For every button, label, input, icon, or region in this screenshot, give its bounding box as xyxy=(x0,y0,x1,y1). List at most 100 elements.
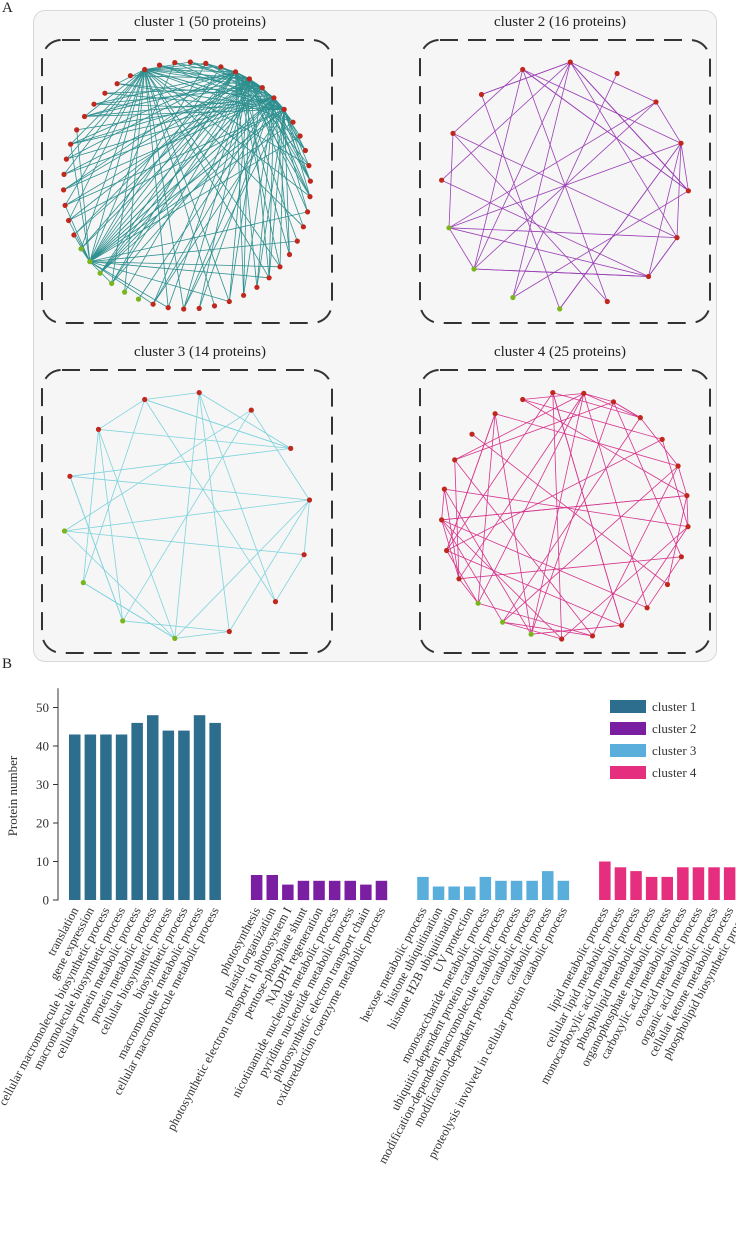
cluster-2-edge xyxy=(655,101,682,144)
cluster-2-edge xyxy=(512,62,571,298)
bar xyxy=(328,880,341,901)
cluster-1-node xyxy=(102,90,108,96)
bar xyxy=(375,880,388,901)
cluster-4-edge xyxy=(446,550,622,626)
cluster-1-edge xyxy=(89,66,222,262)
cluster-1-edge xyxy=(70,69,145,145)
cluster-1-frame xyxy=(41,39,333,324)
cluster-1-node xyxy=(135,296,142,302)
cluster-1-node xyxy=(203,60,209,66)
cluster-2-node xyxy=(614,70,620,77)
cluster-2-node xyxy=(471,266,477,272)
bar xyxy=(542,871,554,900)
cluster-1-edge xyxy=(144,66,221,70)
cluster-1-edge xyxy=(64,205,91,262)
cluster-2-edge xyxy=(452,69,523,134)
cluster-2-edge xyxy=(481,61,571,95)
cluster-1-node xyxy=(294,238,300,244)
cluster-1-node xyxy=(232,69,239,75)
cluster-1-edge xyxy=(93,87,263,105)
bar xyxy=(630,871,642,900)
cluster-1-node xyxy=(61,187,67,193)
bar xyxy=(645,876,658,900)
cluster-2-node xyxy=(645,273,652,280)
cluster-1-edge xyxy=(198,97,275,309)
cluster-1-edge xyxy=(167,78,250,308)
cluster-1-edge xyxy=(249,78,270,278)
cluster-3-network xyxy=(41,369,333,654)
cluster-1-node xyxy=(187,59,193,65)
cluster-1-edge xyxy=(144,61,191,70)
bar xyxy=(178,730,190,900)
cluster-2-node xyxy=(604,298,610,305)
cluster-3-node xyxy=(120,618,126,624)
cluster-4-edge xyxy=(441,519,648,609)
cluster-2-network xyxy=(419,39,711,324)
cluster-1-edge xyxy=(283,109,310,166)
cluster-1-node xyxy=(307,178,313,184)
cluster-1-node xyxy=(241,292,247,298)
cluster-2-node xyxy=(510,294,516,301)
panel-a-label: A xyxy=(2,0,13,16)
cluster-1-edge xyxy=(174,62,285,110)
cluster-1-network xyxy=(41,39,333,324)
cluster-2-edge xyxy=(448,227,678,238)
cluster-1-edge xyxy=(89,78,250,262)
cluster-1-edge xyxy=(152,97,275,305)
cluster-1-node xyxy=(78,246,84,252)
cluster-1-node xyxy=(114,81,120,87)
cluster-1-network-title: cluster 1 (50 proteins) xyxy=(133,14,267,30)
cluster-1-edge xyxy=(89,87,263,262)
cluster-4-edge xyxy=(494,413,679,467)
cluster-4-node xyxy=(528,631,534,637)
cluster-1-edge xyxy=(159,64,285,110)
cluster-1-edge xyxy=(89,62,176,262)
cluster-3-node xyxy=(95,426,102,432)
y-tick-label: 30 xyxy=(36,777,49,792)
cluster-1-edge xyxy=(144,69,285,110)
cluster-2-node xyxy=(439,177,445,183)
cluster-1-edge xyxy=(89,135,301,262)
legend-swatch xyxy=(610,700,646,713)
cluster-4-edge xyxy=(667,495,688,585)
y-tick-label: 0 xyxy=(43,893,50,908)
legend-swatch xyxy=(610,722,646,735)
bar xyxy=(510,880,523,901)
cluster-4-edge xyxy=(441,519,562,640)
network-diagrams xyxy=(41,39,711,654)
cluster-1-edge xyxy=(183,97,275,310)
legend-swatch xyxy=(610,744,646,757)
cluster-2-edge xyxy=(676,143,682,238)
cluster-1-edge xyxy=(63,78,250,191)
bar xyxy=(708,867,720,900)
cluster-3-node xyxy=(248,407,254,413)
cluster-2-edge xyxy=(648,143,682,277)
bar xyxy=(464,886,476,900)
cluster-4-edge xyxy=(639,417,679,467)
cluster-1-node xyxy=(246,76,252,82)
cluster-2-edge xyxy=(473,268,649,277)
bar xyxy=(526,880,538,901)
cluster-1-edge xyxy=(268,109,285,278)
cluster-4-node xyxy=(456,576,462,582)
cluster-1-edge xyxy=(70,87,263,145)
cluster-1-node xyxy=(62,202,68,208)
cluster-1-node xyxy=(196,305,202,311)
cluster-1-node xyxy=(74,127,80,133)
cluster-4-node xyxy=(492,411,498,417)
cluster-1-edge xyxy=(117,83,274,99)
cluster-1-node xyxy=(211,303,218,309)
cluster-2-node xyxy=(674,235,680,241)
cluster-4-edge xyxy=(502,621,593,637)
cluster-3-node xyxy=(196,390,202,396)
cluster-1-node xyxy=(81,113,88,120)
cluster-2-node xyxy=(520,66,526,73)
cluster-1-node xyxy=(306,163,312,169)
cluster-1-edge xyxy=(63,69,146,175)
cluster-1-edge xyxy=(144,69,169,308)
cluster-4-edge xyxy=(522,399,663,440)
cluster-2-node xyxy=(450,130,456,136)
cluster-4-edge xyxy=(446,413,496,551)
cluster-4-node xyxy=(675,463,681,469)
cluster-4-edge xyxy=(477,602,593,637)
